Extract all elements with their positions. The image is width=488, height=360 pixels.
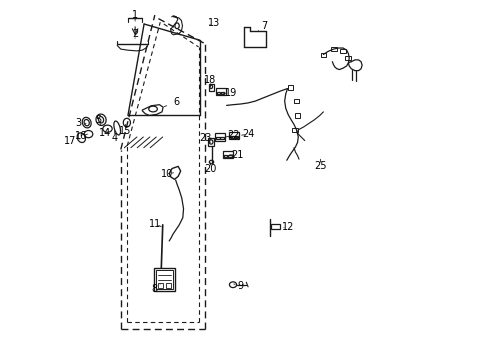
Bar (320, 53, 325, 57)
Bar (287, 85, 293, 90)
Text: 20: 20 (204, 163, 216, 174)
Bar (223, 155, 227, 157)
Bar (223, 151, 233, 158)
Text: 19: 19 (223, 88, 237, 98)
Bar (156, 270, 173, 289)
Text: 21: 21 (229, 150, 243, 160)
Text: 12: 12 (282, 222, 294, 232)
Bar (220, 137, 224, 139)
Bar (227, 155, 231, 157)
Text: 17: 17 (64, 136, 80, 146)
Bar (293, 99, 299, 103)
Text: 11: 11 (148, 219, 161, 229)
Bar (229, 132, 239, 139)
Text: 14: 14 (99, 129, 111, 138)
Bar (234, 136, 238, 138)
Text: 18: 18 (204, 75, 216, 87)
Bar (215, 134, 224, 140)
Bar (215, 88, 225, 95)
Bar (216, 137, 219, 139)
Text: 22: 22 (225, 130, 240, 140)
Bar (221, 92, 224, 94)
Bar (158, 283, 163, 288)
Text: 4: 4 (111, 131, 118, 143)
Bar (207, 138, 214, 146)
Text: 5: 5 (95, 115, 101, 126)
Text: 23: 23 (199, 133, 211, 143)
Text: 16: 16 (75, 131, 87, 141)
Bar (340, 49, 346, 53)
Text: 15: 15 (119, 125, 131, 135)
Bar (330, 47, 336, 51)
Text: 10: 10 (161, 168, 173, 179)
Text: 7: 7 (258, 21, 267, 31)
Text: 24: 24 (241, 129, 254, 139)
Bar (344, 56, 350, 60)
Text: 9: 9 (233, 281, 244, 291)
Bar (230, 136, 233, 138)
Text: 13: 13 (207, 18, 220, 28)
Text: 2: 2 (132, 29, 138, 39)
Bar (216, 92, 220, 94)
Text: 8: 8 (151, 284, 160, 294)
Text: 1: 1 (132, 10, 138, 21)
Bar (294, 113, 300, 118)
Bar (208, 84, 214, 91)
Bar (165, 283, 171, 288)
Text: 6: 6 (164, 97, 179, 107)
Bar (271, 224, 280, 229)
Bar (291, 128, 297, 132)
Text: 25: 25 (314, 159, 326, 171)
Text: 3: 3 (76, 118, 86, 128)
Bar (154, 268, 175, 291)
